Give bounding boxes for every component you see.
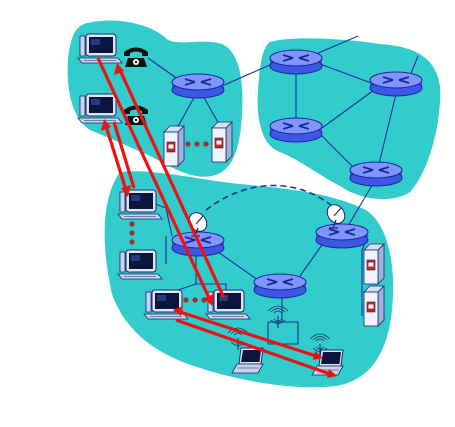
network-links [147,35,419,345]
router-icon [171,73,225,99]
red-link-4 [118,69,226,299]
router-icon [315,223,369,249]
link-gateway-core [221,63,273,87]
link-core-tl-tr [319,63,375,85]
link-core-br-campus [347,181,375,227]
router-icon [269,49,323,75]
router-icon [369,71,423,97]
router-icon [349,161,403,187]
link-campus-ap-box [267,321,299,345]
desktop-computer-icon [117,249,163,280]
red-link-3 [96,57,212,301]
link-gateway-server [175,93,197,131]
highlighted-links [96,57,337,378]
red-link-1 [104,125,128,191]
router-icon [269,117,323,143]
link-gateway-server-b [201,93,221,127]
red-link-5 [179,310,317,358]
desktop-computer-icon [205,289,251,320]
link-campus-l-c [217,251,259,281]
server-icon [363,285,385,327]
link-core-tr-br [377,93,397,169]
server-icon [363,243,385,285]
link-campus-r-c [299,241,325,277]
red-link-6 [175,318,331,376]
link-core-tr-ml [321,89,375,129]
server-icon [163,125,185,167]
desktop-computer-icon [117,189,163,220]
link-core-ml-br [319,133,355,169]
red-link-2 [112,121,136,189]
link-core-tr-out [409,55,419,77]
server-icon [211,121,233,163]
satellite-link [205,184,333,211]
ellipsis-dots [129,141,209,303]
link-core-tl-out [315,35,359,55]
desktop-computer-icon [143,289,189,320]
router-icon [253,273,307,299]
